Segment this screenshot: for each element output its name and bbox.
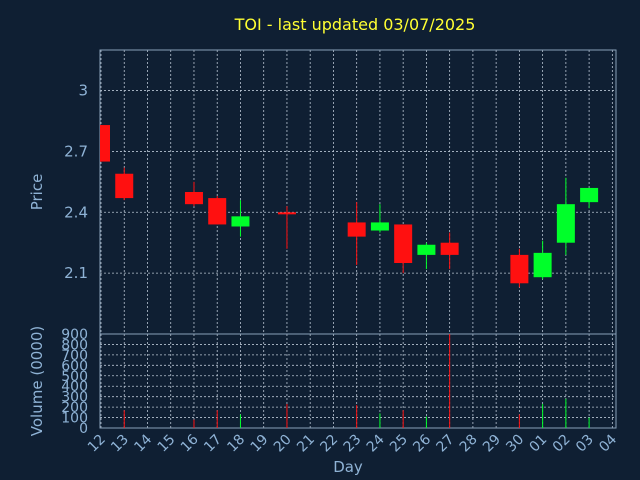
day-tick-label: 22: [317, 432, 341, 456]
day-tick-label: 04: [596, 431, 620, 455]
day-tick-label: 21: [294, 432, 318, 456]
candle-body: [347, 222, 366, 237]
volume-tick-label: 400: [61, 379, 88, 395]
volume-axis-label: Volume (0000): [28, 326, 46, 436]
candle-body: [417, 244, 436, 255]
candle-body: [510, 254, 529, 284]
day-tick-label: 17: [201, 432, 225, 456]
day-tick-label: 16: [178, 431, 202, 455]
volume-tick-label: 600: [61, 358, 88, 374]
candle-body: [440, 242, 459, 255]
price-tick-label: 2.4: [64, 203, 88, 221]
candle-body: [184, 192, 203, 205]
day-tick-label: 18: [224, 432, 248, 456]
day-tick-label: 14: [131, 431, 155, 455]
candle-body: [208, 198, 227, 225]
price-axis-label: Price: [28, 174, 46, 211]
candles: [100, 125, 599, 288]
price-plot-frame: [99, 49, 617, 335]
day-tick-label: 03: [573, 432, 597, 456]
price-tick-label: 2.1: [64, 264, 88, 282]
day-tick-label: 29: [480, 432, 504, 456]
chart-title: TOI - last updated 03/07/2025: [234, 15, 476, 34]
day-axis-label: Day: [333, 458, 363, 476]
volume-plot-frame: [99, 333, 617, 429]
candle-body: [277, 212, 296, 215]
volume-grid: [100, 333, 616, 429]
day-tick-label: 02: [550, 432, 574, 456]
price-tick-label: 3: [78, 82, 88, 100]
volume-tick-label: 300: [61, 390, 88, 406]
price-axis: 3 2.7 2.4 2.1: [64, 82, 88, 283]
volume-tick-label: 100: [61, 411, 88, 427]
volume-tick-label: 900: [61, 327, 88, 343]
day-tick-label: 28: [457, 432, 481, 456]
candle-body: [533, 252, 552, 278]
volume-tick-label: 700: [61, 348, 88, 364]
day-tick-label: 19: [248, 432, 272, 456]
volume-bars: [123, 334, 590, 428]
price-grid: [100, 50, 616, 334]
volume-tick-label: 0: [79, 421, 88, 437]
day-tick-label: 25: [387, 432, 411, 456]
day-tick-label: 13: [108, 432, 132, 456]
candle-body: [394, 224, 413, 263]
candle-body: [370, 222, 389, 231]
day-tick-label: 26: [410, 431, 434, 455]
candle-body: [100, 125, 110, 162]
volume-tick-label: 500: [61, 369, 88, 385]
day-tick-label: 30: [503, 432, 527, 456]
volume-tick-label: 800: [61, 337, 88, 353]
day-tick-label: 23: [341, 432, 365, 456]
candle-body: [115, 173, 134, 199]
day-tick-label: 01: [527, 432, 551, 456]
candle-body: [580, 187, 599, 203]
day-tick-label: 24: [364, 431, 388, 455]
day-tick-label: 27: [434, 432, 458, 456]
day-tick-label: 12: [85, 432, 109, 456]
day-tick-label: 20: [271, 432, 295, 456]
day-axis: 12 13 14 15 16 17 18 19 20 21 22 23 24 25 26 27 28 29 30 01…: [85, 431, 620, 455]
candle-body: [231, 216, 250, 227]
day-tick-label: 15: [155, 432, 179, 456]
price-tick-label: 2.7: [64, 142, 88, 160]
volume-tick-label: 200: [61, 400, 88, 416]
candle-body: [556, 204, 575, 243]
